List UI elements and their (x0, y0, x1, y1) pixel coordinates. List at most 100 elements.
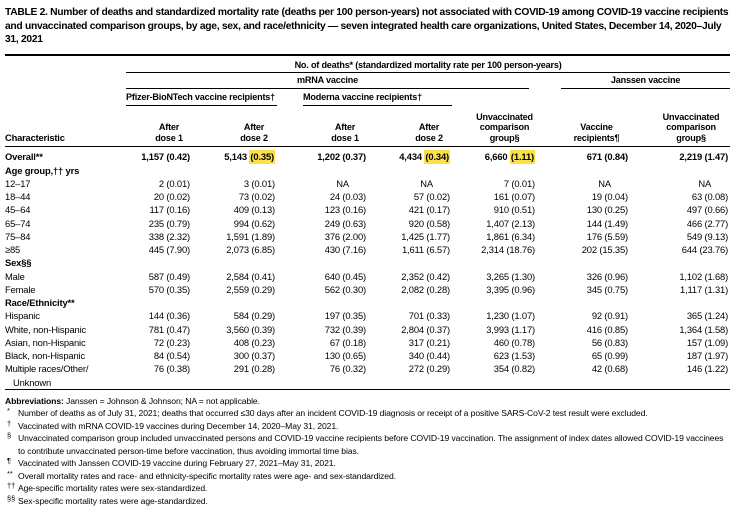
footnote: ** Overall mortality rates and race- and … (5, 468, 732, 482)
table-cell: 549 (9.13) (686, 230, 729, 242)
table-cell: 409 (0.13) (233, 204, 275, 216)
section-label: Age group,†† yrs (5, 164, 80, 176)
footnote-text: Overall mortality rates and race- and et… (18, 470, 396, 481)
footnote-text: Age-specific mortality rates were sex-st… (18, 483, 208, 494)
table-cell: 587 (0.49) (148, 270, 190, 282)
footnote-marker: * (7, 406, 10, 416)
header-row-dose: After dose 1 After dose 2 After dose 1 A… (5, 105, 730, 148)
footnote-marker: ¶ (7, 456, 11, 466)
section-row: Age group,†† yrs (5, 164, 730, 177)
table-cell: NA (336, 177, 349, 189)
table-cell: 291 (0.28) (233, 363, 275, 375)
table-cell: 1,407 (2.13) (486, 217, 535, 229)
row-label: 45–64 (5, 204, 31, 216)
highlight-annotation: (0.35) (249, 150, 275, 165)
table-cell: 497 (0.66) (686, 204, 729, 216)
footnote-marker: †† (7, 481, 16, 491)
row-label: ≥85 (5, 244, 21, 256)
table-title: TABLE 2. Number of deaths and standardiz… (5, 7, 729, 46)
footnote-marker: § (7, 431, 12, 441)
row-label: Black, non-Hispanic (5, 350, 86, 362)
table-cell: 2,584 (0.41) (226, 270, 275, 282)
table-cell: 76 (0.38) (153, 363, 190, 375)
janssen-recipients-header: Vaccine recipients¶ (537, 88, 630, 148)
table-row: Overall** 1,157 (0.42) 5,143 (0.35) 1,202 (… (5, 147, 730, 165)
deaths-span-header: No. of deaths* (standardized mortality r… (126, 54, 731, 74)
table-cell: NA (598, 177, 611, 189)
table-cell: 910 (0.51) (493, 204, 535, 216)
table-cell: 701 (0.33) (408, 310, 450, 322)
section-label: Sex§§ (5, 257, 32, 269)
row-label: Female (5, 283, 36, 295)
table-cell: 460 (0.78) (493, 336, 535, 348)
footnote-marker: † (7, 418, 12, 428)
table-cell: 146 (1.22) (686, 363, 729, 375)
footnote-text: Unvaccinated comparison group included u… (18, 433, 724, 456)
table-cell: 300 (0.37) (233, 350, 275, 362)
table-cell: 732 (0.39) (324, 323, 366, 335)
characteristic-header: Characteristic (5, 54, 126, 148)
table-cell: 2,073 (6.85) (226, 244, 275, 256)
table-cell: 187 (1.97) (686, 350, 729, 362)
table-cell: 7 (0.01) (503, 177, 535, 189)
moderna-span-header: Moderna vaccine recipients† (277, 89, 452, 106)
table-cell: 421 (0.17) (408, 204, 450, 216)
table-cell: 562 (0.30) (324, 283, 366, 295)
moderna-dose1-header: After dose 1 (277, 105, 368, 148)
table-row: Multiple races/Other/ Unknown 76 (0.38) 29… (5, 362, 730, 389)
table-row: Asian, non-Hispanic 72 (0.23) 408 (0.23) 67… (5, 336, 730, 349)
footnote: ¶ Vaccinated with Janssen COVID-19 vaccin… (5, 456, 732, 469)
table-cell: 584 (0.29) (233, 310, 275, 322)
table-cell: 1,364 (1.58) (679, 323, 729, 335)
row-label: 12–17 (5, 177, 31, 189)
table-cell: 1,157 (0.42) (141, 151, 190, 163)
table-cell: 416 (0.85) (586, 323, 628, 335)
table-cell: 1,202 (0.37) (317, 151, 366, 163)
table-cell: 994 (0.62) (233, 217, 275, 229)
unvaccinated-mrna-header: Unvaccinated comparison group§ (452, 88, 537, 148)
table-cell: 117 (0.16) (149, 204, 190, 216)
table-cell: 5,143 (0.35) (224, 150, 275, 165)
table-cell: 92 (0.91) (591, 310, 628, 322)
table-cell: 73 (0.02) (238, 191, 275, 203)
row-label: Multiple races/Other/ Unknown (5, 363, 89, 388)
table-row: Male 587 (0.49) 2,584 (0.41) 640 (0.45) 2,35… (5, 270, 730, 283)
table-cell: 57 (0.02) (413, 191, 450, 203)
table-cell: 338 (2.32) (148, 230, 190, 242)
table-cell: 2 (0.01) (158, 177, 190, 189)
table-body: Overall** 1,157 (0.42) 5,143 (0.35) 1,202 (… (5, 147, 730, 390)
abbreviations-text: Janssen = Johnson & Johnson; NA = not ap… (63, 395, 260, 406)
header-row-vaccine-type: mRNA vaccine Janssen vaccine (5, 73, 731, 89)
table-row: Female 570 (0.35) 2,559 (0.29) 562 (0.30) 2,… (5, 283, 730, 296)
abbreviations-label: Abbreviations: (5, 395, 64, 406)
table-cell: 3,265 (1.30) (486, 270, 535, 282)
table-cell: 130 (0.25) (586, 204, 628, 216)
table-row: 18–44 20 (0.02) 73 (0.02) 24 (0.03) 57 (0.02… (5, 190, 730, 203)
pfizer-dose2-header: After dose 2 (192, 105, 277, 148)
table-cell: 6,660 (1.11) (484, 150, 535, 165)
highlight-annotation: (0.34) (424, 150, 450, 165)
row-label: Male (5, 270, 25, 282)
pfizer-dose1-header: After dose 1 (126, 105, 192, 148)
table-row: 45–64 117 (0.16) 409 (0.13) 123 (0.16) 421 (… (5, 203, 730, 216)
section-row: Race/Ethnicity** (5, 296, 730, 309)
table-cell: 272 (0.29) (408, 363, 450, 375)
row-label: 75–84 (5, 230, 31, 242)
table-cell: 623 (1.53) (493, 350, 535, 362)
mrna-span-header: mRNA vaccine (126, 73, 537, 89)
table-cell: 2,219 (1.47) (679, 151, 729, 163)
table-cell: 354 (0.82) (493, 363, 535, 375)
table-cell: 1,611 (6.57) (401, 244, 450, 256)
table-cell: 640 (0.45) (324, 270, 366, 282)
table-header: Characteristic No. of deaths* (standardi… (5, 54, 731, 148)
table-cell: 235 (0.79) (148, 217, 190, 229)
table-row: White, non-Hispanic 781 (0.47) 3,560 (0.39… (5, 323, 730, 336)
table-cell: 84 (0.54) (153, 350, 190, 362)
table-row: 65–74 235 (0.79) 994 (0.62) 249 (0.63) 920 (… (5, 217, 730, 230)
footnote: †† Age-specific mortality rates were sex-… (5, 481, 732, 494)
footnote: † Vaccinated with mRNA COVID-19 vaccines … (5, 418, 732, 432)
abbreviations-line: Abbreviations: Janssen = Johnson & Johns… (5, 395, 732, 407)
footnote-marker: ** (7, 468, 13, 478)
header-row-deaths: Characteristic No. of deaths* (standardi… (5, 54, 731, 148)
table-cell: 67 (0.18) (329, 336, 366, 348)
